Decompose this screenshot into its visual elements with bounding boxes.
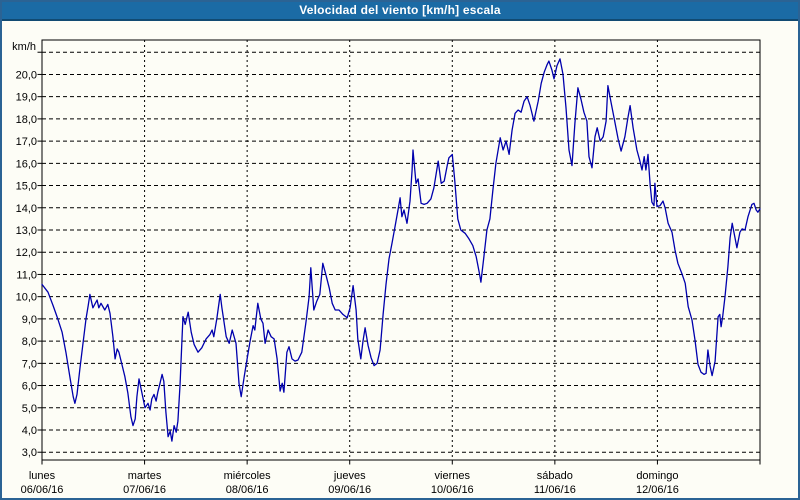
y-axis-label: 13,0 <box>16 225 37 237</box>
x-axis-date-label: 06/06/16 <box>21 484 64 496</box>
x-axis-date-label: 10/06/16 <box>431 484 474 496</box>
y-axis-label: 11,0 <box>16 269 37 281</box>
x-axis-date-label: 12/06/16 <box>636 484 679 496</box>
x-axis-date-label: 09/06/16 <box>328 484 371 496</box>
title-bar: Velocidad del viento [km/h] escala <box>0 0 800 21</box>
x-axis-day-label: domingo <box>636 470 678 482</box>
x-axis-day-label: lunes <box>29 470 56 482</box>
x-axis-day-label: viernes <box>435 470 471 482</box>
wind-speed-line <box>41 58 761 442</box>
y-axis-label: 4,0 <box>22 425 37 437</box>
y-axis-label: 20,0 <box>16 69 37 81</box>
chart-title: Velocidad del viento [km/h] escala <box>299 2 501 17</box>
y-axis-label: 5,0 <box>22 403 37 415</box>
x-axis-date-label: 11/06/16 <box>534 484 576 496</box>
x-axis-date-label: 08/06/16 <box>226 484 269 496</box>
y-axis-label: 3,0 <box>22 447 37 459</box>
y-axis-label: 12,0 <box>16 247 37 259</box>
y-axis-label: 16,0 <box>16 158 37 170</box>
y-axis-label: 9,0 <box>22 314 37 326</box>
y-axis-label: 10,0 <box>16 292 37 304</box>
y-axis-label: 18,0 <box>16 114 37 126</box>
y-axis-label: 17,0 <box>16 136 37 148</box>
y-axis-label: 15,0 <box>16 181 37 193</box>
x-axis-day-label: miércoles <box>224 470 272 482</box>
x-axis-day-label: sábado <box>537 470 573 482</box>
y-axis-label: 19,0 <box>16 92 37 104</box>
y-axis-unit-label: km/h <box>12 41 36 53</box>
y-axis-label: 14,0 <box>16 203 37 215</box>
y-axis-label: 6,0 <box>22 381 37 393</box>
x-axis-day-label: jueves <box>333 470 366 482</box>
x-axis-day-label: martes <box>128 470 162 482</box>
y-axis-label: 8,0 <box>22 336 37 348</box>
y-axis-label: 7,0 <box>22 358 37 370</box>
x-axis-date-label: 07/06/16 <box>123 484 166 496</box>
plot-border <box>41 39 761 461</box>
